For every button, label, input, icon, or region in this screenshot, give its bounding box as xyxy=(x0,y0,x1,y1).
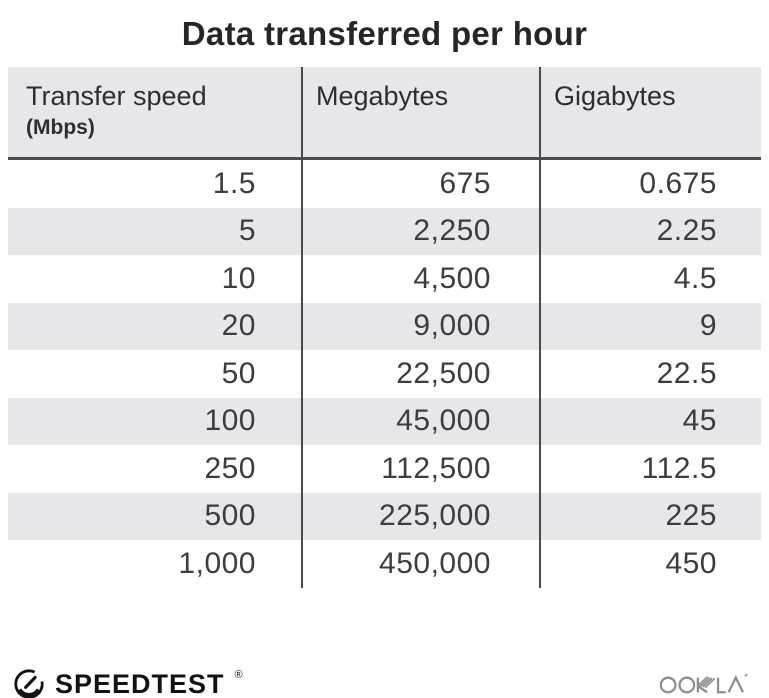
table-cell: 250 xyxy=(204,451,256,485)
table-row: 5 2,250 2.25 xyxy=(8,207,761,255)
table-row: 50 22,500 22.5 xyxy=(8,350,761,398)
table-cell: 4.5 xyxy=(673,261,717,295)
table-cell: 9 xyxy=(699,309,717,343)
table-cell: 450,000 xyxy=(379,546,491,580)
infographic-page: Data transferred per hour Transfer speed… xyxy=(0,15,769,698)
table-cell: 2.25 xyxy=(656,214,717,248)
table-cell: 5 xyxy=(238,214,256,248)
column-divider xyxy=(301,67,303,588)
table-row: 1,000 450,000 450 xyxy=(8,540,761,588)
registered-trademark-mark: ® xyxy=(234,669,243,681)
speedtest-logo: SPEEDTEST ® xyxy=(12,667,243,698)
table-cell: 112.5 xyxy=(641,451,717,485)
table-header-row: Transfer speed (Mbps) Megabytes Gigabyte… xyxy=(8,67,761,160)
table-cell: 10 xyxy=(221,261,256,295)
ookla-logo xyxy=(659,668,755,698)
table-cell: 4,500 xyxy=(413,261,491,295)
table-cell: 45,000 xyxy=(396,404,491,438)
table-cell: 450 xyxy=(665,546,717,580)
table-row: 100 45,000 45 xyxy=(8,397,761,445)
footer: SPEEDTEST ® xyxy=(12,667,755,698)
page-title: Data transferred per hour xyxy=(181,15,588,52)
table-cell: 50 xyxy=(221,356,256,390)
table-body: 1.5 675 0.675 5 2,250 2.25 10 4,500 4.5 20 9,000 9 5… xyxy=(8,160,761,588)
table-cell: 2,250 xyxy=(413,214,491,248)
table-cell: 225,000 xyxy=(379,499,491,533)
table-cell: 22,500 xyxy=(396,356,491,390)
table-cell: 22.5 xyxy=(656,356,717,390)
column-divider xyxy=(539,67,541,588)
table-cell: 112,500 xyxy=(381,451,491,485)
table-row: 1.5 675 0.675 xyxy=(8,160,761,208)
table-cell: 9,000 xyxy=(413,309,491,343)
column-header-gigabytes: Gigabytes xyxy=(540,67,761,157)
table-cell: 225 xyxy=(665,499,717,533)
table-cell: 500 xyxy=(204,499,256,533)
column-header-label: Transfer speed xyxy=(26,81,207,111)
table-cell: 100 xyxy=(204,404,256,438)
table-row: 250 112,500 112.5 xyxy=(8,445,761,493)
column-header-sublabel: (Mbps) xyxy=(26,116,95,140)
column-header-megabytes: Megabytes xyxy=(302,67,540,157)
table-row: 10 4,500 4.5 xyxy=(8,255,761,303)
column-header-label: Gigabytes xyxy=(554,81,676,111)
column-header-label: Megabytes xyxy=(316,81,449,111)
speedometer-icon xyxy=(14,669,44,698)
table-cell: 675 xyxy=(439,166,491,200)
ookla-wordmark-icon xyxy=(659,673,748,694)
table-cell: 0.675 xyxy=(639,166,717,200)
speedtest-wordmark: SPEEDTEST xyxy=(55,668,225,698)
data-table: Transfer speed (Mbps) Megabytes Gigabyte… xyxy=(8,67,761,588)
table-cell: 1.5 xyxy=(212,166,256,200)
column-header-transfer-speed: Transfer speed (Mbps) xyxy=(8,67,302,157)
table-row: 20 9,000 9 xyxy=(8,302,761,350)
table-cell: 45 xyxy=(682,404,717,438)
table-cell: 20 xyxy=(221,309,256,343)
table-row: 500 225,000 225 xyxy=(8,492,761,540)
table-cell: 1,000 xyxy=(178,546,256,580)
